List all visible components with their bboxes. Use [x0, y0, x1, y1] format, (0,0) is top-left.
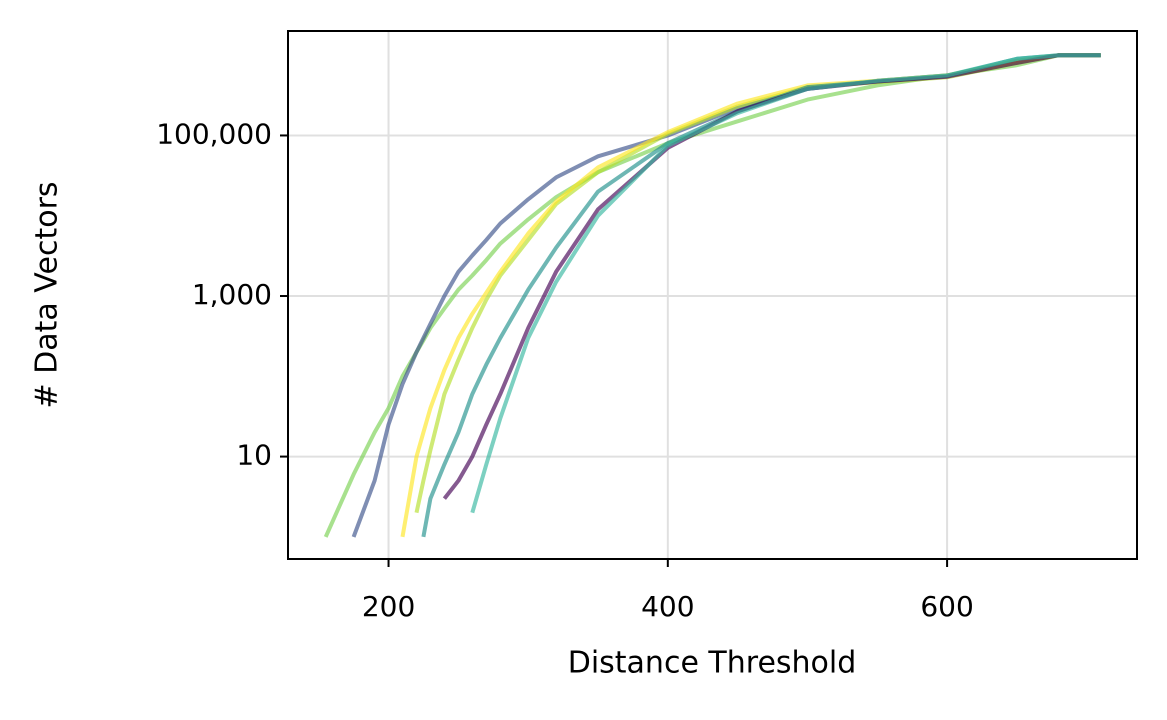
y-tick-label: 10 — [236, 439, 272, 472]
x-tick-label: 600 — [920, 590, 973, 623]
x-tick-label: 400 — [641, 590, 694, 623]
plot-area — [323, 53, 1101, 538]
series-line — [442, 53, 1101, 500]
series-line — [470, 53, 1101, 514]
series-line — [414, 53, 1101, 514]
y-tick-label: 100,000 — [156, 117, 272, 150]
x-axis-label: Distance Threshold — [568, 646, 857, 681]
x-tick-label: 200 — [362, 590, 415, 623]
series-line — [323, 53, 1101, 538]
plot-frame — [287, 30, 1138, 560]
y-tick-label: 1,000 — [192, 278, 272, 311]
y-axis-label: # Data Vectors — [30, 181, 65, 408]
